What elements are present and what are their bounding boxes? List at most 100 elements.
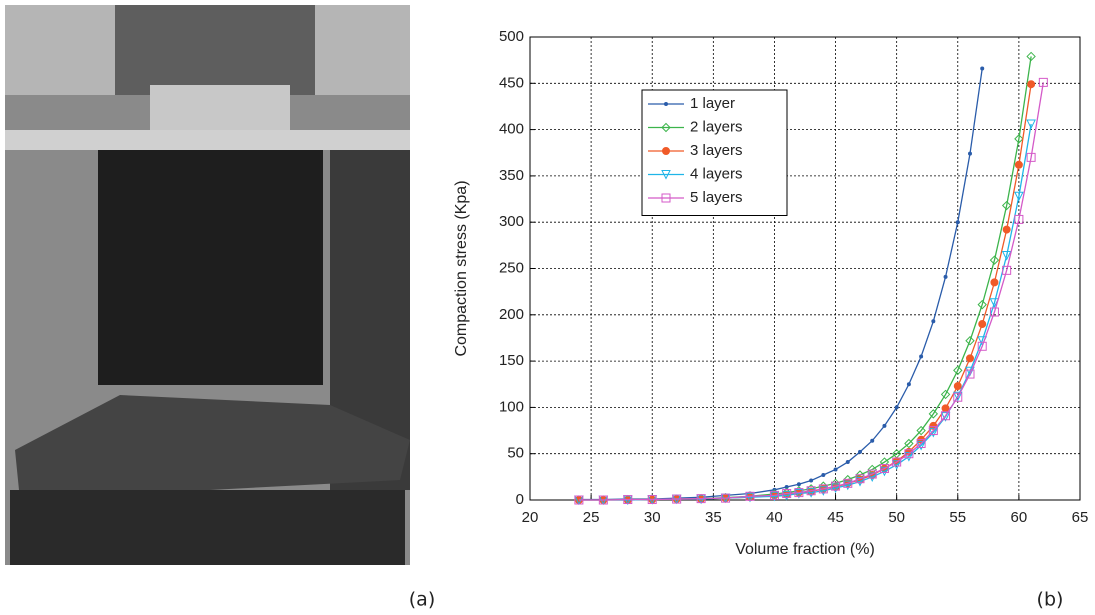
marker — [892, 457, 902, 467]
plot-area — [530, 37, 1080, 500]
y-tick-label: 400 — [499, 121, 524, 138]
marker — [870, 438, 875, 443]
series-line — [578, 82, 1044, 501]
marker — [821, 472, 826, 477]
x-tick-label: 55 — [949, 509, 966, 526]
marker — [904, 449, 914, 459]
legend-marker — [661, 170, 671, 180]
marker — [598, 495, 608, 505]
marker — [806, 488, 816, 498]
marker — [672, 494, 682, 504]
y-tick-label: 500 — [499, 28, 524, 45]
marker — [943, 274, 948, 279]
marker — [745, 491, 755, 501]
marker — [968, 151, 972, 156]
marker — [794, 488, 804, 498]
marker — [879, 466, 890, 477]
marker — [965, 369, 975, 379]
marker — [953, 382, 962, 391]
marker — [965, 366, 975, 377]
plot-frame — [529, 36, 1081, 501]
marker — [990, 278, 999, 287]
x-tick-label: 65 — [1072, 509, 1089, 526]
marker — [1014, 191, 1024, 202]
marker — [858, 449, 862, 454]
marker — [1002, 225, 1011, 234]
marker — [831, 481, 841, 491]
marker — [782, 489, 792, 499]
marker — [1026, 119, 1036, 130]
y-tick-label: 0 — [516, 491, 524, 508]
marker — [977, 341, 987, 351]
marker — [966, 354, 974, 363]
legend-label: 1 layer — [690, 95, 735, 112]
y-tick-label: 100 — [499, 398, 524, 415]
marker — [1038, 77, 1048, 87]
x-tick-label: 20 — [522, 509, 539, 526]
marker — [1014, 134, 1024, 144]
y-axis-label: Compaction stress (Kpa) — [453, 180, 470, 356]
marker — [965, 336, 975, 346]
marker — [1001, 251, 1012, 261]
marker — [855, 476, 865, 487]
marker — [721, 493, 731, 503]
marker — [977, 299, 987, 310]
marker — [696, 494, 706, 504]
y-tick-label: 200 — [499, 306, 524, 323]
marker — [952, 391, 963, 402]
chart: 0 50 100 150 200 250 300 350 400 450 500 20 25 30 35 40… — [453, 28, 1088, 558]
x-tick-label: 30 — [644, 509, 661, 526]
legend-label: 2 layers — [690, 118, 743, 135]
marker — [928, 426, 938, 436]
marker — [1026, 51, 1036, 62]
x-tick-label: 45 — [827, 509, 844, 526]
marker — [953, 365, 963, 376]
marker — [818, 484, 828, 494]
marker — [980, 66, 985, 71]
marker — [623, 495, 633, 505]
marker — [940, 412, 951, 422]
marker — [989, 255, 1000, 265]
marker — [904, 451, 914, 462]
marker — [745, 492, 755, 503]
marker — [882, 423, 887, 428]
marker — [989, 298, 1000, 308]
marker — [867, 472, 878, 482]
marker — [916, 439, 926, 449]
marker — [843, 478, 853, 488]
marker — [1001, 200, 1012, 211]
marker — [904, 438, 914, 449]
marker — [919, 354, 924, 359]
marker — [1026, 152, 1036, 162]
y-tick-label: 450 — [499, 74, 524, 91]
y-tick-label: 50 — [507, 445, 524, 462]
marker — [806, 486, 816, 496]
marker — [931, 319, 936, 324]
marker — [989, 307, 999, 317]
legend-marker — [661, 122, 671, 133]
marker — [796, 482, 801, 487]
marker — [1002, 265, 1012, 275]
marker — [784, 485, 789, 490]
photo — [5, 5, 410, 565]
marker — [830, 483, 841, 494]
marker — [769, 491, 780, 502]
marker — [818, 486, 829, 496]
y-tick-label: 350 — [499, 167, 524, 184]
marker — [769, 490, 779, 500]
marker — [916, 425, 926, 436]
marker — [809, 478, 814, 483]
marker — [833, 467, 838, 472]
marker — [879, 464, 889, 474]
marker — [845, 460, 850, 465]
marker — [891, 460, 902, 470]
legend-label: 3 layers — [690, 142, 743, 159]
y-tick-label: 300 — [499, 213, 524, 230]
marker — [955, 220, 960, 225]
marker — [1014, 160, 1023, 169]
y-tick-label: 150 — [499, 352, 524, 369]
legend-marker — [662, 147, 670, 155]
x-tick-label: 50 — [888, 509, 905, 526]
marker — [1027, 80, 1036, 89]
